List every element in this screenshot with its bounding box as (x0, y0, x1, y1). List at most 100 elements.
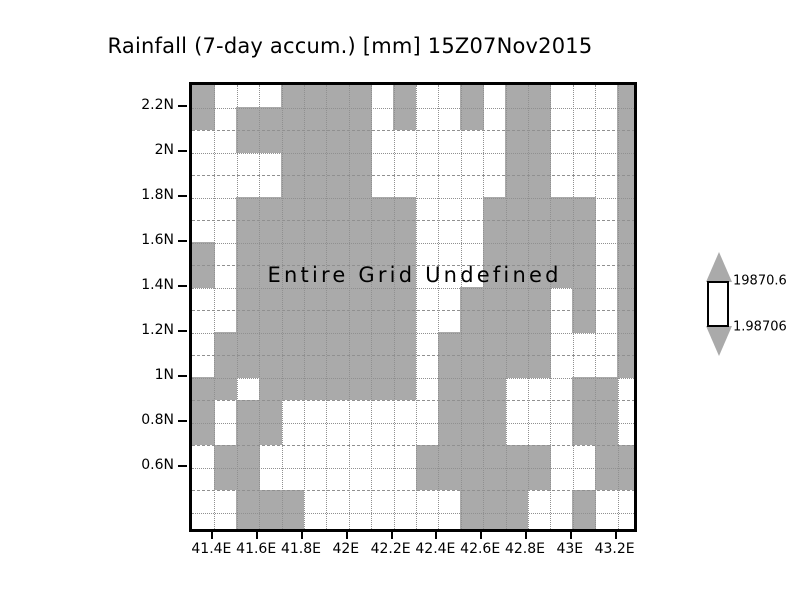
heatmap-cell (438, 399, 462, 423)
heatmap-cell (594, 399, 618, 423)
heatmap-cell (572, 219, 596, 243)
heatmap-cell (236, 399, 260, 423)
heatmap-cell (258, 512, 282, 529)
colorbar-upper-label: 19870.6 (733, 273, 787, 289)
heatmap-cell (617, 444, 634, 468)
heatmap-cell (482, 467, 506, 491)
heatmap-cell (617, 107, 634, 131)
y-axis-label: 2N (154, 141, 174, 158)
heatmap-cell (348, 377, 372, 401)
heatmap-cell (326, 197, 350, 221)
heatmap-cell (303, 354, 327, 378)
y-axis-label: 0.6N (141, 456, 174, 473)
heatmap-cell (258, 242, 282, 266)
y-axis-label: 1.2N (141, 321, 174, 338)
heatmap-cell (326, 354, 350, 378)
heatmap-cell (505, 174, 529, 198)
plot-area[interactable] (189, 82, 637, 532)
heatmap-cell (348, 85, 372, 108)
y-axis-tick (178, 374, 187, 377)
heatmap-cell (505, 354, 529, 378)
heatmap-cell (505, 512, 529, 529)
y-axis-tick (178, 284, 187, 287)
heatmap-cell (505, 444, 529, 468)
heatmap-cell (326, 219, 350, 243)
heatmap-cell (281, 354, 305, 378)
heatmap-cell (281, 332, 305, 356)
x-axis-tick (390, 532, 393, 539)
heatmap-cell (236, 422, 260, 446)
heatmap-cell (326, 264, 350, 288)
heatmap-cell (236, 489, 260, 513)
heatmap-cell (482, 242, 506, 266)
heatmap-cell (303, 152, 327, 176)
heatmap-cell (460, 467, 484, 491)
heatmap-cell (281, 489, 305, 513)
heatmap-cell (460, 512, 484, 529)
heatmap-cell (348, 174, 372, 198)
heatmap-cell (348, 107, 372, 131)
heatmap-cell (550, 242, 574, 266)
heatmap-cell (617, 219, 634, 243)
heatmap-cell (258, 377, 282, 401)
heatmap-cell (527, 287, 551, 311)
heatmap-cell (438, 422, 462, 446)
heatmap-cell (370, 242, 394, 266)
heatmap-cell (370, 377, 394, 401)
heatmap-cell (370, 354, 394, 378)
heatmap-cell (550, 197, 574, 221)
heatmap-cell (438, 332, 462, 356)
heatmap-cell (236, 107, 260, 131)
heatmap-cell (460, 309, 484, 333)
heatmap-cell (527, 219, 551, 243)
heatmap-cell (303, 242, 327, 266)
heatmap-cell (505, 264, 529, 288)
x-axis-label: 42.2E (370, 541, 411, 557)
x-axis-label: 42.6E (460, 541, 501, 557)
heatmap-cell (393, 197, 417, 221)
x-axis-tick (211, 532, 214, 539)
heatmap-cell (550, 264, 574, 288)
heatmap-cell (438, 467, 462, 491)
heatmap-cell (527, 332, 551, 356)
heatmap-cell (281, 174, 305, 198)
heatmap-cell (572, 242, 596, 266)
colorbar-midrange-box (707, 281, 729, 327)
heatmap-cell (617, 197, 634, 221)
heatmap-cell (617, 264, 634, 288)
x-axis-label: 42.8E (504, 541, 546, 557)
heatmap-cell (214, 377, 238, 401)
x-axis-tick (614, 532, 617, 539)
heatmap-cell (527, 107, 551, 131)
heatmap-cell (326, 242, 350, 266)
heatmap-cell (303, 287, 327, 311)
heatmap-cell (370, 264, 394, 288)
x-axis-tick (569, 532, 572, 539)
heatmap-cell (258, 422, 282, 446)
heatmap-cell (348, 264, 372, 288)
heatmap-cell (192, 242, 215, 266)
heatmap-cell (370, 309, 394, 333)
heatmap-cell (236, 512, 260, 529)
heatmap-cell (258, 354, 282, 378)
heatmap-cell (617, 287, 634, 311)
heatmap-cell (505, 197, 529, 221)
heatmap-cell (460, 399, 484, 423)
colorbar-lower-label: 1.98706 (733, 319, 787, 335)
heatmap-cell (303, 264, 327, 288)
colorbar[interactable] (706, 252, 732, 356)
heatmap-cell (303, 309, 327, 333)
heatmap-cell (258, 264, 282, 288)
heatmap-cell (482, 399, 506, 423)
x-axis-label: 41.6E (236, 541, 277, 557)
heatmap-cell (527, 354, 551, 378)
y-axis-label: 0.8N (141, 411, 174, 428)
heatmap-cell (505, 219, 529, 243)
heatmap-cell (281, 129, 305, 153)
heatmap-cell (572, 399, 596, 423)
heatmap-cell (258, 489, 282, 513)
heatmap-cell (550, 219, 574, 243)
heatmap-cell (505, 489, 529, 513)
heatmap-cell (258, 107, 282, 131)
